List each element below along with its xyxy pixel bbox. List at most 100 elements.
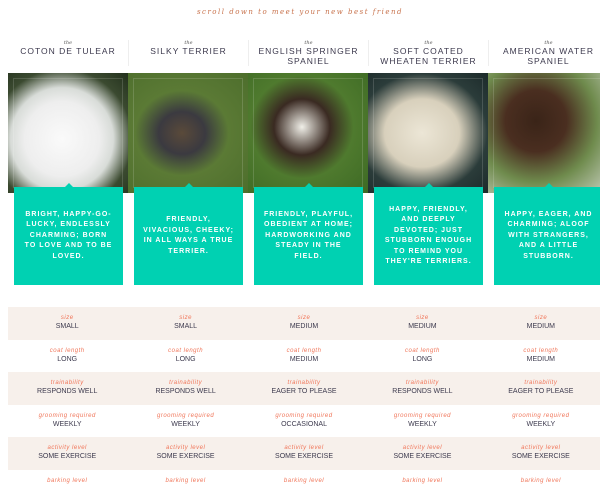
breed-name: ENGLISH SPRINGER SPANIEL xyxy=(258,46,359,66)
table-cell: coat length MEDIUM xyxy=(245,340,363,373)
trait-label: barking level xyxy=(47,477,88,484)
breed-the: the xyxy=(424,40,433,46)
breed-header[interactable]: the SILKY TERRIER xyxy=(128,40,248,66)
trait-value: OCCASIONAL xyxy=(281,420,327,428)
table-cell: trainability RESPONDS WELL xyxy=(8,372,126,405)
table-cell: grooming required OCCASIONAL xyxy=(245,405,363,438)
trait-label: barking level xyxy=(520,477,561,484)
table-row-groom: grooming required WEEKLY grooming required… xyxy=(8,405,600,438)
table-cell: coat length LONG xyxy=(363,340,481,373)
breed-name: SILKY TERRIER xyxy=(150,46,227,56)
breed-photos xyxy=(8,73,600,193)
breed-description: HAPPY, FRIENDLY, AND DEEPLY DEVOTED; JUS… xyxy=(374,183,483,285)
trait-value: EAGER TO PLEASE xyxy=(508,388,574,396)
table-cell: grooming required WEEKLY xyxy=(126,405,244,438)
table-cell: trainability RESPONDS WELL xyxy=(363,372,481,405)
trait-label: size xyxy=(416,315,429,321)
table-row-coat: coat length LONG coat length LONG coat lengt… xyxy=(8,340,600,373)
breed-header[interactable]: the COTON DE TULEAR xyxy=(8,40,128,66)
trait-value: MEDIUM xyxy=(526,355,556,363)
trait-value: LONG xyxy=(57,355,78,363)
trait-label: coat length xyxy=(523,347,559,354)
breed-photo[interactable] xyxy=(128,73,248,193)
table-row-activity: activity level SOME EXERCISE activity leve… xyxy=(8,437,600,470)
trait-label: barking level xyxy=(165,477,206,484)
table-cell: coat length MEDIUM xyxy=(482,340,600,373)
table-cell: activity level SOME EXERCISE xyxy=(8,437,126,470)
breed-name: COTON DE TULEAR xyxy=(20,46,116,56)
table-cell: barking level xyxy=(8,470,126,503)
trait-label: coat length xyxy=(49,347,85,354)
breed-the: the xyxy=(63,40,73,46)
table-cell: grooming required WEEKLY xyxy=(363,405,481,438)
trait-label: trainability xyxy=(169,380,203,387)
table-cell: barking level xyxy=(363,470,481,503)
trait-value: RESPONDS WELL xyxy=(37,388,98,396)
trait-value: SOME EXERCISE xyxy=(156,453,215,461)
trait-label: size xyxy=(534,315,548,321)
table-cell: activity level SOME EXERCISE xyxy=(363,437,481,470)
breed-headers: the COTON DE TULEAR the SILKY TERRIER the ENG… xyxy=(8,40,600,66)
table-cell: activity level SOME EXERCISE xyxy=(482,437,600,470)
breed-photo[interactable] xyxy=(248,73,368,193)
breed-photo[interactable] xyxy=(368,73,488,193)
trait-value: MEDIUM xyxy=(526,323,556,330)
breed-the: the xyxy=(184,40,193,46)
table-cell: size SMALL xyxy=(126,307,244,340)
trait-value: LONG xyxy=(412,355,433,363)
trait-label: activity level xyxy=(521,445,561,452)
breed-header[interactable]: the SOFT COATED WHEATEN TERRIER xyxy=(368,40,488,66)
table-cell: size MEDIUM xyxy=(482,307,600,340)
trait-value: RESPONDS WELL xyxy=(392,388,453,396)
trait-label: barking level xyxy=(283,477,325,484)
trait-value: EAGER TO PLEASE xyxy=(271,388,337,396)
breed-description: FRIENDLY, PLAYFUL, OBEDIENT AT HOME; HAR… xyxy=(254,183,363,285)
breed-description: BRIGHT, HAPPY-GO-LUCKY, ENDLESSLY CHARMI… xyxy=(14,183,123,285)
trait-label: trainability xyxy=(405,380,439,387)
table-cell: barking level xyxy=(482,470,600,503)
table-row-size: size SMALL size SMALL size MEDIUM size MEDIUM si… xyxy=(8,307,600,340)
breed-the: the xyxy=(304,40,313,46)
breed-header[interactable]: the AMERICAN WATER SPANIEL xyxy=(488,40,600,66)
breed-the: the xyxy=(544,40,553,46)
table-cell: grooming required WEEKLY xyxy=(482,405,600,438)
trait-label: trainability xyxy=(287,380,321,387)
table-cell: size MEDIUM xyxy=(245,307,363,340)
table-cell: trainability EAGER TO PLEASE xyxy=(245,372,363,405)
trait-label: activity level xyxy=(47,445,87,452)
breed-photo[interactable] xyxy=(8,73,128,193)
trait-value: MEDIUM xyxy=(289,355,319,363)
trait-value: MEDIUM xyxy=(408,323,437,330)
trait-value: SMALL xyxy=(174,323,198,330)
trait-label: coat length xyxy=(168,347,204,354)
breed-name: SOFT COATED WHEATEN TERRIER xyxy=(380,46,477,66)
trait-label: activity level xyxy=(165,445,206,452)
table-cell: activity level SOME EXERCISE xyxy=(245,437,363,470)
trait-label: grooming required xyxy=(512,412,570,419)
breed-comparison-table: size SMALL size SMALL size MEDIUM size MEDIUM si… xyxy=(8,307,600,503)
tagline: scroll down to meet your new best friend xyxy=(196,8,404,16)
trait-label: coat length xyxy=(404,347,440,354)
table-row-bark: barking level barking level barking level b… xyxy=(8,470,600,503)
table-cell: coat length LONG xyxy=(126,340,244,373)
trait-value: SOME EXERCISE xyxy=(275,453,333,461)
trait-value: MEDIUM xyxy=(289,323,319,330)
trait-label: size xyxy=(297,315,311,321)
breed-description: FRIENDLY, VIVACIOUS, CHEEKY; IN ALL WAYS… xyxy=(134,183,243,285)
table-cell: size MEDIUM xyxy=(363,307,481,340)
trait-label: activity level xyxy=(402,445,443,452)
trait-label: activity level xyxy=(284,445,324,452)
trait-label: barking level xyxy=(402,477,443,484)
breed-photo[interactable] xyxy=(488,73,600,193)
trait-label: size xyxy=(60,315,74,321)
trait-value: RESPONDS WELL xyxy=(155,388,216,396)
trait-value: WEEKLY xyxy=(526,420,556,428)
table-cell: coat length LONG xyxy=(8,340,126,373)
breed-header[interactable]: the ENGLISH SPRINGER SPANIEL xyxy=(248,40,368,66)
trait-label: grooming required xyxy=(393,412,452,419)
trait-value: SOME EXERCISE xyxy=(511,453,570,461)
trait-value: LONG xyxy=(175,355,196,363)
table-cell: trainability EAGER TO PLEASE xyxy=(482,372,600,405)
table-row-train: trainability RESPONDS WELL trainability RES… xyxy=(8,372,600,405)
trait-label: grooming required xyxy=(38,412,96,419)
